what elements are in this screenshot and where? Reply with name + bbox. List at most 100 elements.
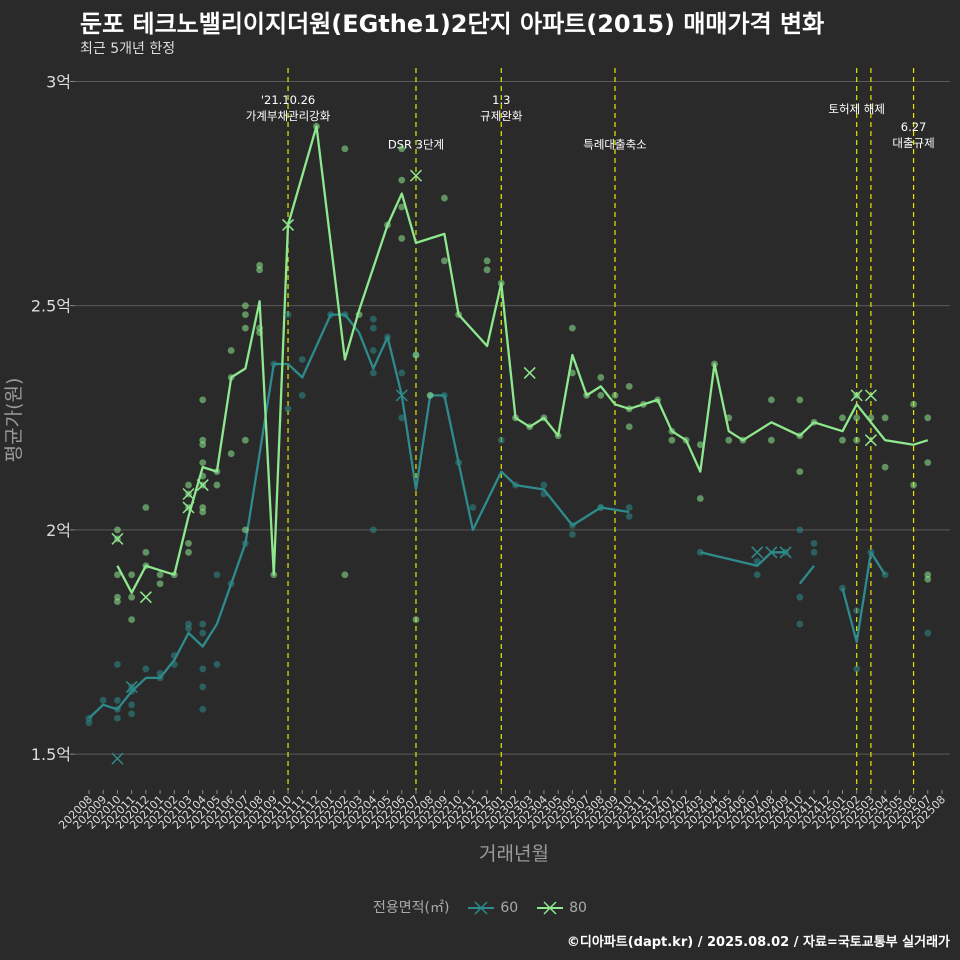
event-annotation: 가계부채관리강화 bbox=[246, 109, 331, 123]
data-point-60 bbox=[625, 504, 633, 511]
data-point-80 bbox=[640, 400, 647, 408]
data-point-80 bbox=[398, 145, 406, 153]
data-point-80 bbox=[568, 369, 576, 377]
data-point-60 bbox=[270, 360, 278, 368]
data-point-60 bbox=[441, 391, 448, 399]
data-point-60 bbox=[369, 315, 377, 323]
data-point-80 bbox=[625, 405, 633, 413]
cross-marker-60 bbox=[765, 546, 778, 559]
data-point-80 bbox=[341, 145, 349, 153]
legend-title: 전용면적(㎡) bbox=[373, 900, 450, 916]
event-annotation: 6.27 bbox=[901, 120, 927, 134]
data-point-80 bbox=[867, 414, 875, 422]
data-point-80 bbox=[256, 329, 263, 336]
data-point-80 bbox=[668, 427, 676, 435]
data-point-80 bbox=[924, 459, 932, 467]
data-point-80 bbox=[597, 391, 605, 399]
data-point-80 bbox=[142, 504, 150, 511]
data-point-60 bbox=[796, 620, 804, 628]
data-point-60 bbox=[810, 548, 818, 556]
series-line-60 bbox=[841, 551, 887, 644]
data-point-80 bbox=[355, 311, 363, 319]
data-point-80 bbox=[455, 311, 463, 319]
data-point-60 bbox=[853, 665, 861, 673]
data-point-80 bbox=[768, 436, 775, 444]
data-point-60 bbox=[114, 705, 121, 713]
data-point-80 bbox=[128, 571, 136, 579]
data-point-80 bbox=[426, 391, 434, 399]
data-point-60 bbox=[142, 665, 150, 673]
data-point-80 bbox=[881, 463, 889, 471]
data-point-80 bbox=[185, 481, 192, 489]
data-point-80 bbox=[540, 414, 548, 422]
cross-marker-60 bbox=[395, 389, 408, 402]
data-point-80 bbox=[156, 580, 164, 588]
data-point-80 bbox=[739, 436, 747, 444]
data-point-60 bbox=[497, 436, 505, 444]
data-point-60 bbox=[199, 665, 207, 673]
data-point-80 bbox=[227, 347, 235, 354]
data-point-80 bbox=[241, 526, 249, 534]
legend-key-60-icon bbox=[467, 901, 494, 915]
data-point-80 bbox=[313, 122, 320, 130]
cross-marker-80 bbox=[111, 532, 124, 545]
data-point-80 bbox=[554, 432, 562, 440]
data-point-60 bbox=[369, 324, 377, 332]
data-point-60 bbox=[185, 620, 192, 628]
cross-marker-60 bbox=[751, 546, 764, 559]
data-point-80 bbox=[114, 571, 121, 579]
data-point-80 bbox=[199, 396, 207, 404]
data-point-60 bbox=[398, 369, 406, 377]
data-point-80 bbox=[213, 468, 221, 476]
event-annotation: 1.3 bbox=[492, 93, 510, 107]
data-point-80 bbox=[668, 436, 676, 444]
data-point-60 bbox=[227, 580, 235, 588]
data-point-80 bbox=[568, 324, 576, 332]
data-point-60 bbox=[85, 714, 93, 722]
chart-caption: ©디아파트(dapt.kr) / 2025.08.02 / 자료=국토교통부 실… bbox=[566, 935, 950, 950]
event-annotation: 토허제 해제 bbox=[828, 102, 885, 116]
data-point-80 bbox=[241, 324, 249, 332]
data-point-80 bbox=[441, 194, 448, 202]
data-point-80 bbox=[682, 436, 690, 444]
data-point-60 bbox=[568, 530, 576, 538]
cross-marker-60 bbox=[111, 752, 124, 765]
data-point-60 bbox=[241, 539, 249, 547]
data-point-80 bbox=[185, 539, 192, 547]
data-point-80 bbox=[241, 436, 249, 444]
data-point-80 bbox=[213, 481, 221, 489]
series-line-60 bbox=[700, 551, 786, 567]
data-point-60 bbox=[369, 526, 377, 534]
data-point-80 bbox=[199, 472, 207, 480]
data-point-80 bbox=[270, 571, 278, 579]
data-point-60 bbox=[512, 481, 519, 489]
data-point-60 bbox=[128, 701, 136, 709]
data-point-80 bbox=[725, 436, 733, 444]
data-point-80 bbox=[711, 360, 718, 368]
cross-marker-60 bbox=[779, 546, 792, 559]
y-axis-title: 평균가(원) bbox=[3, 378, 25, 463]
data-point-80 bbox=[483, 257, 491, 265]
data-point-60 bbox=[99, 696, 107, 704]
event-annotation: 대출규제 bbox=[892, 136, 934, 150]
legend-item-60: 60 bbox=[466, 900, 518, 916]
data-point-80 bbox=[625, 423, 633, 431]
data-point-60 bbox=[867, 548, 875, 556]
data-point-80 bbox=[170, 571, 178, 579]
cross-marker-80 bbox=[282, 218, 295, 231]
data-point-80 bbox=[128, 593, 136, 601]
data-point-80 bbox=[910, 400, 917, 408]
data-point-80 bbox=[796, 396, 804, 404]
cross-marker-80 bbox=[864, 389, 877, 402]
data-point-80 bbox=[839, 414, 846, 422]
data-point-60 bbox=[199, 705, 207, 713]
data-point-80 bbox=[412, 616, 420, 623]
data-point-80 bbox=[768, 396, 775, 404]
legend-label-80: 80 bbox=[569, 900, 587, 916]
data-point-80 bbox=[853, 414, 861, 422]
data-point-60 bbox=[114, 696, 121, 704]
data-point-80 bbox=[881, 414, 889, 422]
data-point-80 bbox=[199, 508, 207, 516]
data-point-80 bbox=[924, 575, 932, 583]
cross-marker-80 bbox=[523, 366, 536, 379]
